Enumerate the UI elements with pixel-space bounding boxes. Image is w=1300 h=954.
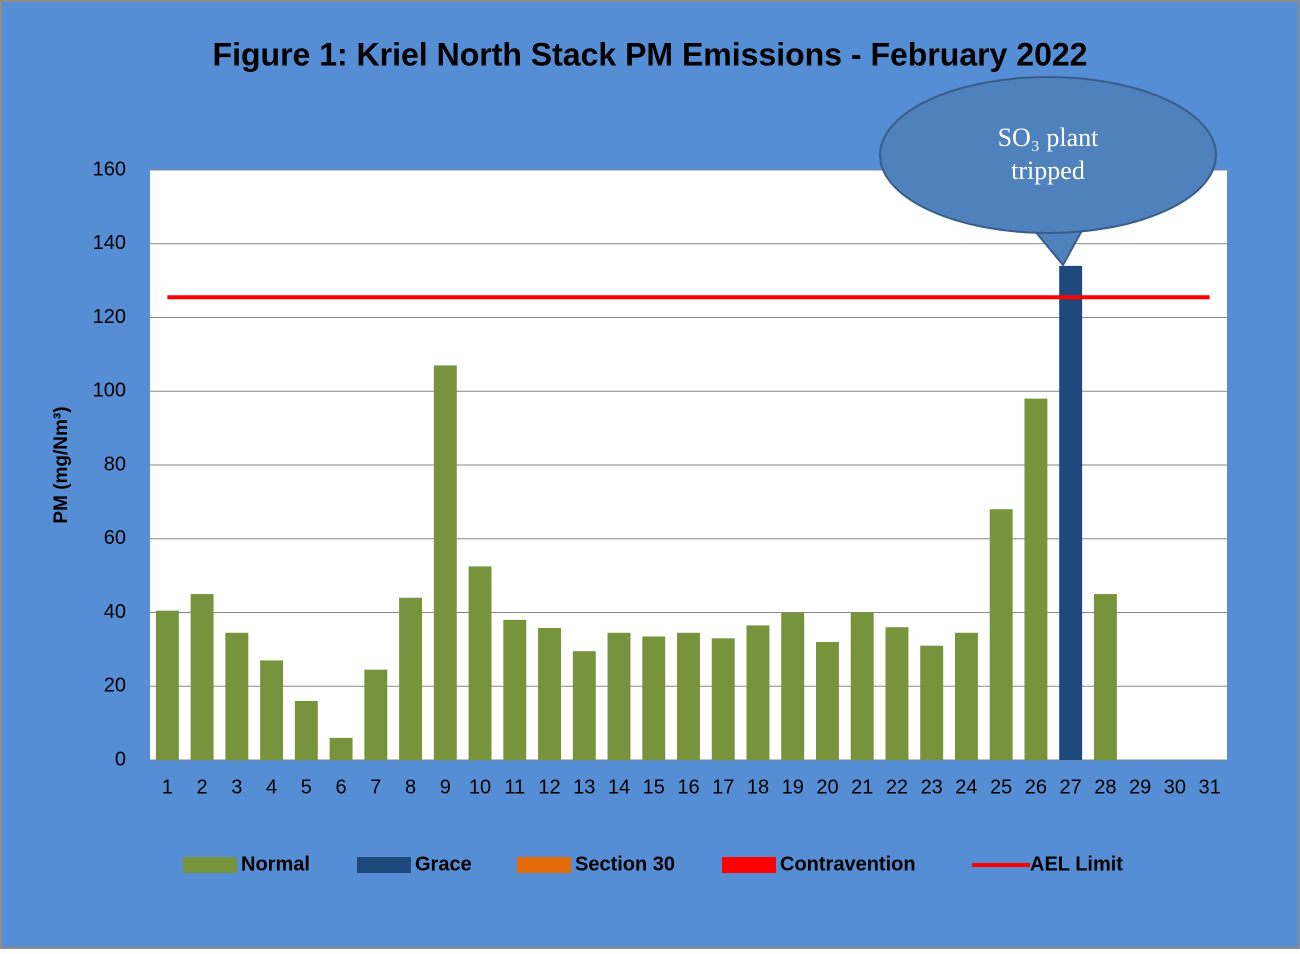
legend-label: AEL Limit [1030,853,1123,875]
legend-label: Grace [415,853,472,875]
x-tick-label: 23 [921,776,943,798]
bar [920,645,944,760]
bar [954,632,978,760]
y-axis-label: PM (mg/Nm³) [51,406,72,523]
bar [538,627,561,760]
bar [711,638,735,760]
bar [1024,398,1048,760]
bar [468,566,492,760]
bar [781,612,805,760]
bar [503,619,527,760]
x-tick-label: 4 [266,776,277,798]
legend-label: Contravention [780,853,916,875]
x-tick-label: 31 [1199,776,1221,798]
bar [989,509,1013,760]
y-tick-label: 120 [93,306,126,328]
x-tick-label: 11 [504,776,525,798]
bar [642,636,666,760]
x-tick-label: 21 [851,776,873,798]
bar [572,651,596,760]
x-tick-label: 5 [301,776,312,798]
x-tick-label: 19 [782,776,804,798]
x-tick-label: 22 [886,776,908,798]
x-tick-label: 30 [1164,776,1186,798]
x-tick-label: 24 [955,776,977,798]
x-tick-label: 13 [573,776,595,798]
bar [885,627,909,760]
callout [879,76,1217,234]
callout-joint [1032,215,1082,229]
x-tick-label: 15 [643,776,665,798]
x-tick-label: 27 [1060,776,1082,798]
y-tick-label: 100 [93,380,126,402]
callout-text: tripped [1011,156,1085,185]
callout-text: SO₃ plant [998,123,1100,152]
legend-label: Normal [241,853,310,875]
x-tick-label: 26 [1025,776,1047,798]
bar [1059,265,1083,760]
bar [225,632,249,760]
y-tick-label: 60 [104,527,126,549]
x-tick-label: 16 [677,776,699,798]
y-tick-label: 20 [104,675,126,697]
bar [677,632,700,760]
x-tick-label: 12 [538,776,560,798]
x-tick-label: 14 [608,776,630,798]
x-tick-label: 7 [370,776,381,798]
legend-swatch [517,857,571,873]
x-tick-label: 17 [712,776,734,798]
bar [816,642,839,760]
bar [850,612,874,760]
legend-label: Section 30 [575,853,675,875]
x-tick-label: 28 [1094,776,1116,798]
legend-swatch [357,857,411,873]
legend-swatch [722,857,776,873]
bar [399,597,423,760]
x-tick-label: 20 [816,776,838,798]
x-tick-label: 10 [469,776,491,798]
x-tick-label: 29 [1129,776,1151,798]
y-tick-label: 140 [93,232,126,254]
x-tick-label: 9 [440,776,451,798]
x-tick-label: 8 [405,776,416,798]
bar [746,625,770,760]
x-tick-label: 1 [162,776,173,798]
y-tick-label: 80 [104,453,126,475]
bar [190,594,214,760]
bar [294,701,318,760]
y-tick-label: 0 [115,748,126,770]
y-tick-label: 40 [104,601,126,623]
bar [364,669,388,760]
x-tick-label: 3 [231,776,242,798]
legend-swatch [183,857,237,873]
chart-title: Figure 1: Kriel North Stack PM Emissions… [213,36,1088,72]
bar [1093,594,1117,760]
bar [260,660,284,760]
x-tick-label: 6 [336,776,347,798]
bar [607,632,631,760]
bar [329,737,353,760]
bar [433,365,457,760]
x-tick-label: 18 [747,776,769,798]
bar [155,610,179,760]
x-tick-label: 2 [197,776,208,798]
x-tick-label: 25 [990,776,1012,798]
y-tick-label: 160 [93,158,126,180]
